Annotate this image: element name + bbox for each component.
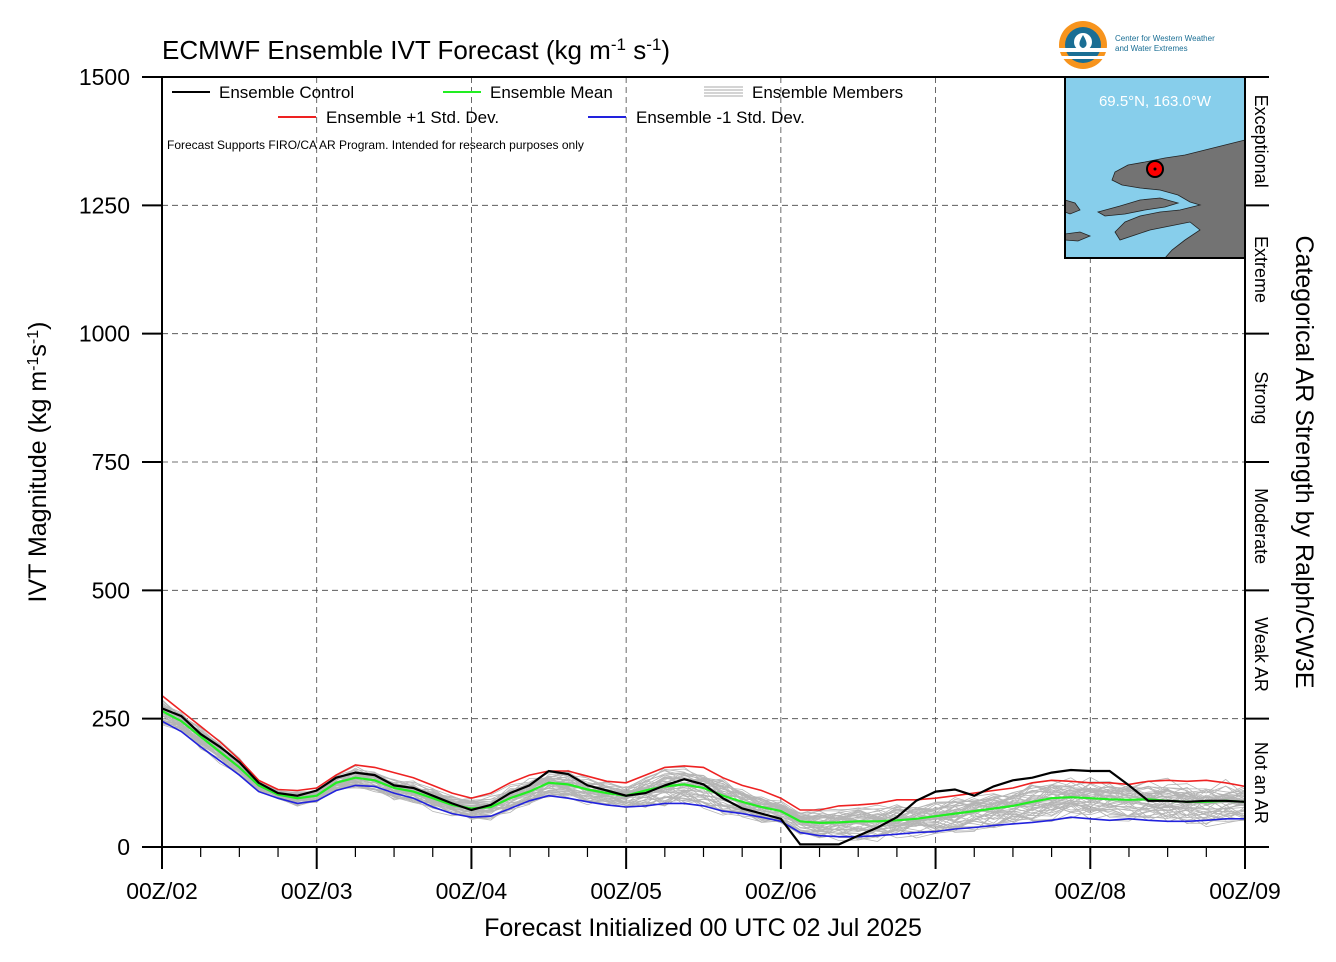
minus-std-line (161, 720, 1245, 838)
y-tick-label: 750 (92, 449, 130, 475)
category-label: Moderate (1251, 488, 1271, 564)
plus-std-line (161, 694, 1246, 811)
legend-item-control: Ensemble Control (172, 83, 354, 102)
category-label: Weak AR (1251, 617, 1271, 692)
map-location-label: 69.5°N, 163.0°W (1099, 93, 1212, 110)
member-line (161, 714, 1246, 834)
x-tick-label: 00Z/04 (436, 878, 508, 904)
y-tick-label: 0 (117, 834, 130, 860)
x-tick-label: 00Z/02 (126, 878, 198, 904)
member-line (161, 723, 1246, 842)
x-tick-label: 00Z/05 (590, 878, 662, 904)
x-axis-title: Forecast Initialized 00 UTC 02 Jul 2025 (484, 914, 922, 942)
category-label: Strong (1251, 371, 1271, 424)
x-tick-label: 00Z/06 (745, 878, 817, 904)
member-line (161, 707, 1246, 823)
control-line (161, 707, 1246, 846)
member-line (161, 703, 1246, 822)
map-land (1111, 139, 1246, 259)
svg-text:Ensemble Control: Ensemble Control (219, 83, 354, 102)
x-tick-label: 00Z/07 (900, 878, 972, 904)
member-line (161, 704, 1246, 818)
logo-line-2: and Water Extremes (1115, 44, 1188, 53)
y-tick-label: 1500 (79, 64, 130, 90)
legend-item-mean: Ensemble Mean (443, 83, 613, 102)
y-axis: 0 250 500 750 1000 1250 1500 (79, 64, 162, 860)
research-note: Forecast Supports FIRO/CA AR Program. In… (167, 138, 584, 152)
category-axis-title: Categorical AR Strength by Ralph/CW3E (1290, 236, 1318, 689)
category-label: Exceptional (1251, 95, 1271, 188)
svg-text:Ensemble Members: Ensemble Members (752, 83, 903, 102)
x-axis: 00Z/02 00Z/03 00Z/04 00Z/05 00Z/06 00Z/07 00Z/… (126, 847, 1281, 904)
x-tick-label: 00Z/09 (1209, 878, 1281, 904)
member-line (161, 708, 1246, 822)
chart-title: ECMWF Ensemble IVT Forecast (kg m-1 s-1) (162, 35, 670, 66)
map-land-peninsula (1096, 197, 1180, 217)
member-line (161, 715, 1246, 839)
logo-line-1: Center for Western Weather (1115, 34, 1215, 43)
cw3e-logo: Center for Western Weather and Water Ext… (1059, 21, 1215, 69)
category-axis: Not an AR Weak AR Moderate Strong Extreme Exc… (1244, 76, 1271, 848)
y-axis-title: IVT Magnitude (kg m-1s-1) (24, 322, 52, 603)
mean-line (161, 710, 1246, 825)
category-label: Extreme (1251, 236, 1271, 303)
y-tick-label: 250 (92, 706, 130, 732)
member-line (161, 705, 1246, 823)
y-tick-label: 500 (92, 577, 130, 603)
member-line (161, 709, 1246, 823)
y-tick-label: 1000 (79, 321, 130, 347)
member-line (161, 712, 1246, 831)
member-line (161, 709, 1246, 822)
svg-text:Ensemble +1 Std. Dev.: Ensemble +1 Std. Dev. (326, 108, 499, 127)
category-label: Not an AR (1251, 742, 1271, 824)
legend-item-plus-std: Ensemble +1 Std. Dev. (278, 108, 499, 127)
member-line (161, 721, 1246, 832)
legend: Ensemble Control Ensemble Mean Ensemble … (167, 83, 903, 152)
legend-item-members: Ensemble Members (704, 83, 903, 102)
x-tick-label: 00Z/08 (1054, 878, 1126, 904)
y-tick-label: 1250 (79, 192, 130, 218)
inset-map: 69.5°N, 163.0°W (1064, 76, 1246, 259)
svg-text:Ensemble Mean: Ensemble Mean (490, 83, 613, 102)
x-tick-label: 00Z/03 (281, 878, 353, 904)
member-line (161, 715, 1246, 829)
svg-text:Ensemble -1 Std. Dev.: Ensemble -1 Std. Dev. (636, 108, 805, 127)
series-lines (161, 694, 1246, 846)
legend-item-minus-std: Ensemble -1 Std. Dev. (588, 108, 805, 127)
member-line (161, 712, 1246, 830)
